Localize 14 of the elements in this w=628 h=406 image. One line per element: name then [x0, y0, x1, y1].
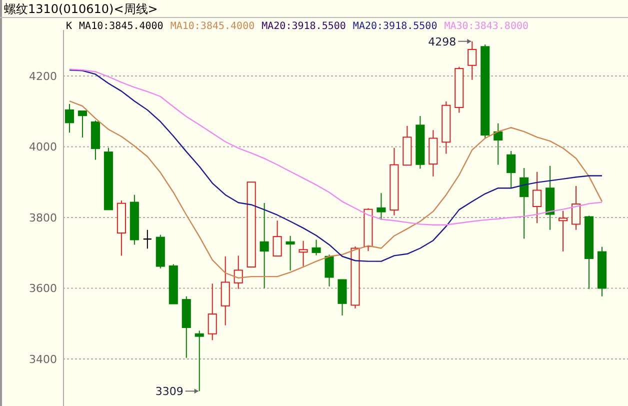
y-tick-label: 4000: [29, 140, 57, 154]
y-tick-label: 3400: [29, 352, 57, 366]
y-tick-label: 3800: [29, 211, 57, 224]
y-tick-label: 4200: [29, 70, 57, 83]
annotation: K: [66, 21, 72, 32]
text: MA20:3918.5500: [352, 21, 438, 32]
text: MA30:3843.8000: [444, 21, 529, 32]
chart-title: 螺纹1310(010610)<周线>: [4, 2, 158, 16]
text: MA10:3845.4000: [170, 21, 255, 32]
annotation: MA20:3918.5500: [262, 21, 346, 32]
y-tick-label: 3600: [29, 282, 57, 296]
annotation: 4298: [428, 35, 456, 48]
annotation: MA10:3845.4000: [79, 21, 164, 32]
annotation: 3309: [155, 385, 184, 398]
